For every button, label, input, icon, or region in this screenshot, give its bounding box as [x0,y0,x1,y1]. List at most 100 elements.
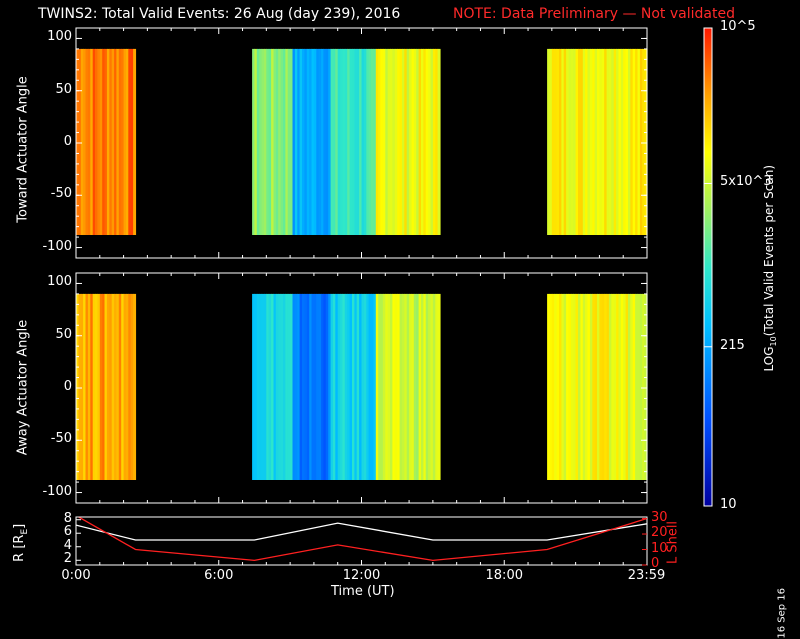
heatmap-cell [437,48,441,236]
heatmap-cell [321,48,325,236]
heatmap-cell [630,48,634,236]
heatmap-cell [637,48,641,236]
heatmap-cell [561,48,565,236]
orbit-left-tick-label: 6 [63,524,72,540]
heatmap-cell [556,293,560,480]
heatmap-cell [575,48,579,236]
colorbar-gradient [703,27,713,507]
heatmap-cell [373,48,377,236]
heatmap-cell [114,293,118,480]
heatmap-cell [613,48,617,236]
heatmap-cell [375,293,379,480]
heatmap-cell [604,293,608,480]
x-axis-label: Time (UT) [331,584,395,599]
heatmap-cell [294,48,298,236]
heatmap-cell [385,48,389,236]
heatmap-cell [304,48,308,236]
heatmap-cell [97,293,101,480]
heatmap-cell [559,293,562,480]
heatmap-cell [597,48,600,236]
heatmap-cell [368,293,372,480]
heatmap-cell [342,48,346,236]
heatmap-cell [425,48,429,236]
heatmap-cell [592,293,596,480]
heatmap-cell [639,293,643,480]
heatmap-cell [340,293,344,480]
heatmap-cell [368,48,372,236]
heatmap-cell [292,293,296,480]
heatmap-cell [580,293,584,480]
heatmap-cell [285,48,289,236]
heatmap-cell [394,293,398,480]
heatmap-cell [106,293,110,480]
heatmap-cell [133,293,137,480]
heatmap-cell [290,48,294,236]
heatmap-cell [428,293,432,480]
heatmap-cell [311,48,315,236]
heatmap-cell [299,48,303,236]
heatmap-toward-panel [75,27,648,259]
orbit-right-tick-label: 20 [651,525,668,541]
heatmap-cell [399,293,403,480]
heatmap-cell [620,48,624,236]
heatmap-cell [435,48,439,236]
heatmap-cell [104,293,108,480]
heatmap-cell [90,293,94,480]
heatmap-cell [85,48,89,236]
heatmap-cell [582,48,586,236]
heatmap-cell [283,48,286,236]
heatmap-cell [354,293,358,480]
heatmap-cell [608,293,612,480]
heatmap-cell [644,48,648,236]
heatmap-cell [83,293,87,480]
heatmap-cell [432,48,436,236]
heatmap-cell [278,293,282,480]
heatmap-cell [121,293,125,480]
heatmap-cell [294,293,298,480]
heatmap-cell [102,293,106,480]
heatmap-cell [337,293,341,480]
heatmap-cell [254,48,258,236]
heatmap-cell [95,48,98,236]
heatmap-cell [363,48,367,236]
r-series-line [76,522,647,541]
heatmap-cell [625,48,629,236]
heatmap-cell [306,48,310,236]
orbit-left-tick-label: 8 [63,510,72,526]
chart-title: TWINS2: Total Valid Events: 26 Aug (day … [38,6,401,22]
heatmap-cell [378,293,382,480]
heatmap-cell [418,48,422,236]
heatmap-cell [604,48,608,236]
heatmap-cell [568,293,572,480]
colorbar-tick-label: 5x10^3 [720,174,772,190]
heatmap-cell [104,48,108,236]
heatmap-cell [321,293,325,480]
heatmap-cell [390,48,393,236]
y-tick-label: 50 [55,81,72,97]
heatmap-cell [554,293,558,480]
heatmap-cell [411,48,415,236]
heatmap-cell [280,48,284,236]
heatmap-cell [361,293,365,480]
y-tick-label: -100 [42,483,72,499]
heatmap-cell [128,293,132,480]
heatmap-cell [594,48,598,236]
heatmap-cell [116,48,120,236]
heatmap-cell [356,48,360,236]
heatmap-cell [601,48,605,236]
heatmap-cell [252,48,256,236]
heatmap-cell [637,293,641,480]
heatmap-cell [618,48,622,236]
heatmap-cell [323,293,327,480]
heatmap-cell [359,48,363,236]
heatmap-cell [85,293,89,480]
heatmap-cell [399,48,403,236]
x-tick-label: 12:00 [342,568,381,583]
heatmap-cell [316,48,320,236]
orbit-right-tick-label: 0 [651,556,660,571]
y-axis-label-away: Away Actuator Angle [15,319,31,456]
orbit-right-tick-label: 30 [651,509,668,525]
heatmap-cell [344,48,348,236]
orbit-panel [75,516,648,566]
heatmap-cell [109,293,113,480]
